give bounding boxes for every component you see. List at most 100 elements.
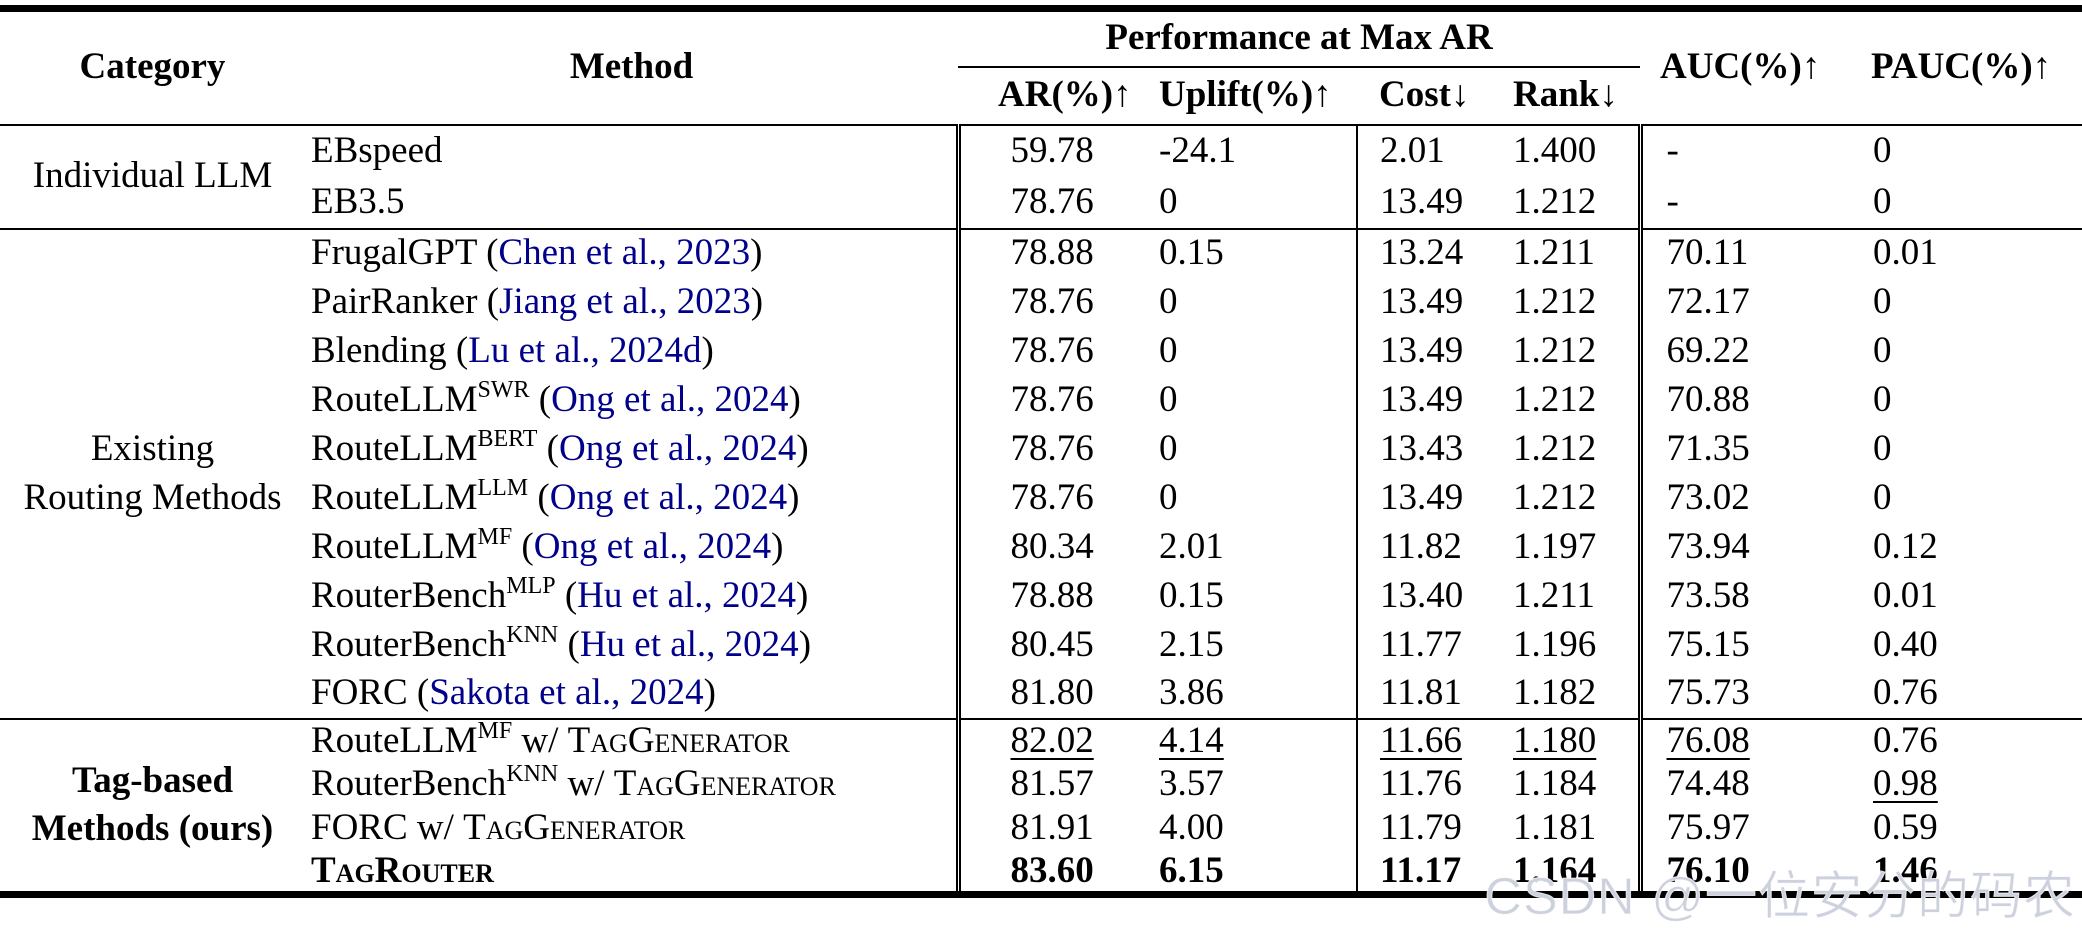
method-cell: RouterBenchKNN w/ TagGenerator	[305, 761, 958, 807]
table-row: RouteLLMBERT (Ong et al., 2024) 78.76 0 13.…	[0, 424, 2082, 474]
auc-value: 75.15	[1666, 623, 1750, 665]
pauc-value-cell: 0.76	[1855, 670, 2082, 719]
method-name: w/	[512, 719, 568, 761]
ar-value: 81.80	[1010, 672, 1094, 714]
method-name: RouterBench	[311, 574, 507, 616]
method-name: )	[750, 232, 763, 274]
uplift-value: 0	[1159, 476, 1178, 518]
method-name: RouterBench	[311, 623, 507, 665]
cost-value-cell: 11.81	[1356, 669, 1497, 719]
pauc-value-cell: 0	[1855, 474, 2082, 523]
auc-value: 73.94	[1666, 525, 1750, 567]
method-name: )	[701, 329, 714, 371]
method-name: )	[750, 280, 764, 322]
col-header-performance-group: Performance at Max AR	[958, 8, 1641, 68]
method-superscript: MF	[477, 717, 513, 744]
citation-link[interactable]: Hu et al., 2024	[577, 574, 797, 616]
uplift-value: 6.15	[1159, 849, 1224, 891]
ar-value-cell: 78.76	[955, 424, 1145, 474]
table-row: EB3.5 78.76 0 13.49 1.212 - 0	[0, 176, 2082, 229]
table-row: RouteLLMMF (Ong et al., 2024) 80.34 2.01 11…	[0, 522, 2082, 572]
table-row: Tag-based Methods (ours) RouteLLMMF w/ Tag…	[0, 717, 2082, 850]
method-name: FORC (	[311, 672, 430, 714]
rank-value-cell: 1.182	[1497, 670, 1640, 719]
ar-value: 80.45	[1010, 623, 1094, 665]
rank-value-cell: 1.164	[1497, 850, 1640, 895]
rank-value-cell: 1.180	[1497, 719, 1640, 763]
citation-link[interactable]: Ong et al., 2024	[551, 378, 789, 420]
col-header-auc: AUC(%)↑	[1660, 46, 1821, 88]
ar-value-cell: 78.88	[955, 228, 1145, 278]
method-name: TagGenerator	[613, 763, 836, 805]
auc-value-cell: 74.48	[1637, 762, 1856, 807]
category-cell: Individual LLM	[32, 155, 273, 197]
table-header: Category Method Performance at Max AR AU…	[0, 8, 2082, 125]
ar-value-cell: 82.02	[955, 718, 1145, 763]
method-superscript: BERT	[477, 425, 538, 452]
method-name: RouteLLM	[311, 719, 478, 761]
ar-value: 78.88	[1010, 232, 1094, 274]
method-name: Blending (	[311, 329, 469, 371]
ar-value-cell: 78.76	[955, 375, 1145, 425]
rank-value: 1.212	[1513, 280, 1597, 322]
cost-value: 13.49	[1380, 476, 1464, 518]
rank-value-cell: 1.181	[1497, 807, 1640, 851]
auc-value-cell: 70.11	[1637, 228, 1856, 278]
rank-value: 1.212	[1513, 180, 1597, 222]
citation-link[interactable]: Jiang et al., 2023	[499, 280, 751, 322]
cost-value: 11.81	[1380, 672, 1462, 714]
rank-value-cell: 1.212	[1497, 278, 1640, 327]
cost-value: 13.49	[1380, 329, 1464, 371]
method-cell: TagRouter	[305, 850, 958, 895]
pauc-value-cell: 0.76	[1855, 719, 2082, 763]
cost-value: 11.66	[1380, 719, 1462, 761]
pauc-value: 0	[1873, 427, 1892, 469]
pauc-value: 0.76	[1873, 719, 1938, 761]
citation-link[interactable]: Lu et al., 2024d	[468, 329, 702, 371]
ar-value-cell: 80.34	[955, 522, 1145, 572]
uplift-value: 2.01	[1159, 525, 1224, 567]
table-row: Individual LLM EBspeed 59.78 -24.1 2.01 1.400…	[0, 124, 2082, 196]
col-header-method: Method	[569, 46, 694, 88]
pauc-value-cell: 0.12	[1855, 523, 2082, 572]
method-name: (	[529, 378, 552, 420]
uplift-value: 0	[1159, 180, 1178, 222]
method-name: TagGenerator	[463, 807, 686, 849]
rank-value: 1.211	[1513, 574, 1595, 616]
rank-value: 1.212	[1513, 378, 1597, 420]
uplift-value: 2.15	[1159, 623, 1224, 665]
pauc-value: 0.01	[1873, 232, 1938, 274]
uplift-value: 0.15	[1159, 574, 1224, 616]
citation-link[interactable]: Ong et al., 2024	[533, 525, 772, 567]
citation-link[interactable]: Ong et al., 2024	[549, 476, 788, 518]
cost-value-cell: 11.77	[1356, 620, 1497, 670]
pauc-value-cell: 0.01	[1855, 229, 2082, 278]
pauc-value: 0.01	[1873, 574, 1938, 616]
rank-value: 1.212	[1513, 329, 1597, 371]
rank-value-cell: 1.212	[1497, 376, 1640, 425]
auc-value-cell: 73.02	[1637, 473, 1856, 523]
method-superscript: KNN	[506, 761, 559, 788]
ar-value: 59.78	[1010, 129, 1094, 171]
table-section: Existing Routing Methods FrugalGPT (Chen e…	[0, 228, 2082, 719]
citation-link[interactable]: Sakota et al., 2024	[429, 672, 704, 714]
citation-link[interactable]: Ong et al., 2024	[558, 427, 797, 469]
uplift-value-cell: -24.1	[1145, 125, 1357, 177]
method-name: RouteLLM	[311, 378, 478, 420]
method-name: (	[528, 476, 550, 518]
rank-value: 1.212	[1513, 427, 1597, 469]
ar-value: 78.76	[1010, 378, 1094, 420]
rank-value: 1.212	[1513, 476, 1597, 518]
auc-value-cell: 73.94	[1637, 522, 1856, 572]
col-header-cost: Cost↓	[1379, 74, 1470, 116]
col-header-uplift: Uplift(%)↑	[1159, 74, 1332, 116]
method-name: )	[771, 525, 784, 567]
rank-value-cell: 1.212	[1497, 177, 1640, 229]
pauc-value: 0.59	[1873, 807, 1938, 849]
method-cell: EB3.5	[305, 177, 958, 229]
ar-value: 78.76	[1010, 180, 1094, 222]
citation-link[interactable]: Chen et al., 2023	[498, 232, 751, 274]
method-superscript: SWR	[477, 376, 530, 403]
citation-link[interactable]: Hu et al., 2024	[579, 623, 799, 665]
ar-value-cell: 81.57	[955, 762, 1145, 807]
